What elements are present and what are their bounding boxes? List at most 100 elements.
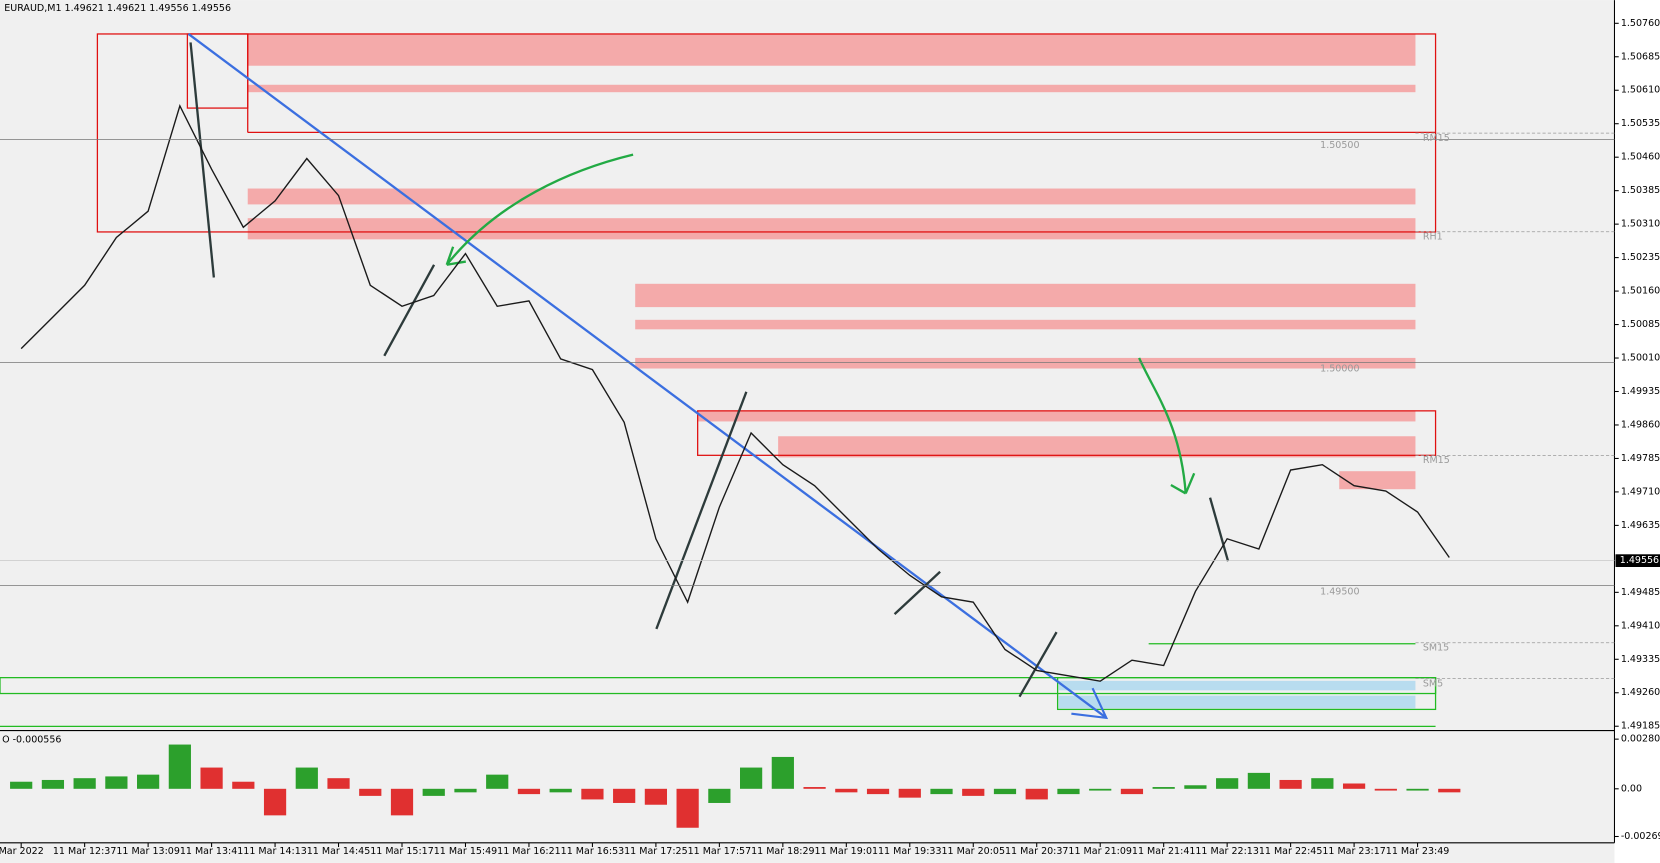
- oscillator-bar: [73, 778, 96, 789]
- x-tick-label: 11 Mar 16:21: [497, 846, 561, 857]
- x-tick-label: 11 Mar 13:09: [116, 846, 180, 857]
- y-tick-label: 1.50610: [1621, 85, 1660, 96]
- zone-boxes: [96, 33, 1437, 456]
- y-tick-label: 1.50760: [1621, 18, 1660, 29]
- y-tick-label: -0.002694: [1621, 831, 1660, 842]
- demand-zones: [1058, 680, 1416, 709]
- x-tick-label: 11 Mar 22:13: [1195, 846, 1259, 857]
- oscillator-bar: [708, 788, 731, 803]
- current-price-box: [1615, 554, 1660, 567]
- green-boxes: [0, 643, 1437, 727]
- y-tick-label: 1.50385: [1621, 185, 1660, 196]
- oscillator-bar: [866, 788, 890, 795]
- trend-line: [187, 33, 1108, 719]
- x-tick-label: 11 Mar 19:33: [878, 846, 942, 857]
- oscillator-bar: [771, 756, 794, 789]
- oscillator-bar: [993, 788, 1017, 795]
- oscillator-bar: [168, 744, 191, 789]
- oscillator-bar: [390, 788, 414, 816]
- oscillator-bar: [200, 767, 223, 789]
- x-tick-label: 11 Mar 14:45: [307, 846, 371, 857]
- oscillator-bar: [295, 767, 318, 789]
- round-level-label: 1.50000: [1320, 363, 1359, 374]
- oscillator-bar: [137, 774, 160, 789]
- oscillator-bar: [676, 788, 699, 828]
- y-tick-label: 1.50010: [1621, 353, 1660, 364]
- oscillator-bar: [898, 788, 921, 798]
- y-tick-label: 1.49335: [1621, 654, 1660, 665]
- oscillator-bar: [1406, 788, 1429, 791]
- y-tick-label: 1.49485: [1621, 587, 1660, 598]
- oscillator-bar: [1311, 778, 1334, 789]
- oscillator-bar: [1025, 788, 1048, 800]
- y-tick-label: 1.50535: [1621, 118, 1660, 129]
- y-tick-label: 1.49260: [1621, 687, 1660, 698]
- pivot-level-label: SM5: [1423, 678, 1443, 689]
- oscillator-bar: [517, 788, 541, 795]
- y-tick-label: 1.50310: [1621, 219, 1660, 230]
- x-tick-label: 11 Mar 20:37: [1005, 846, 1069, 857]
- oscillator-bar: [263, 788, 287, 816]
- y-tick-label: 1.49185: [1621, 721, 1660, 732]
- x-tick-label: 11 Mar 16:53: [561, 846, 625, 857]
- y-tick-label: 1.50160: [1621, 286, 1660, 297]
- x-tick-label: 11 Mar 15:49: [434, 846, 498, 857]
- x-tick-label: 11 Mar 21:09: [1068, 846, 1132, 857]
- hand-arrows: [445, 153, 1196, 495]
- oscillator-bar: [1342, 783, 1366, 789]
- y-tick-label: 1.50085: [1621, 319, 1660, 330]
- oscillator-bar: [1120, 788, 1144, 795]
- oscillator-bar: [486, 774, 509, 789]
- x-tick-label: 11 Mar 22:45: [1259, 846, 1323, 857]
- oscillator-bar: [41, 779, 65, 789]
- oscillator-bar: [581, 788, 604, 800]
- oscillator-bar: [739, 767, 763, 789]
- y-tick-label: 1.49860: [1621, 419, 1660, 430]
- oscillator-bar: [835, 788, 858, 793]
- oscillator-bar: [1216, 778, 1239, 789]
- x-tick-label: 11 Mar 17:25: [624, 846, 688, 857]
- x-tick-label: 11 Mar 21:41: [1132, 846, 1196, 857]
- y-tick-label: 0.002806: [1621, 734, 1660, 745]
- x-tick-label: 11 Mar 12:37: [53, 846, 117, 857]
- y-tick-label: 1.49710: [1621, 486, 1660, 497]
- header: EURAUD,M1 1.49621 1.49621 1.49556 1.4955…: [4, 3, 231, 14]
- y-tick-label: 1.49785: [1621, 453, 1660, 464]
- oscillator-bar: [549, 788, 572, 793]
- oscillator-bar: [962, 788, 985, 796]
- oscillator-bar: [1152, 787, 1175, 789]
- x-tick-label: 11 Mar 17:57: [688, 846, 752, 857]
- axis-background: [1614, 0, 1660, 863]
- x-tick-label: 11 Mar 20:05: [941, 846, 1005, 857]
- supply-zones: [247, 33, 1416, 490]
- y-tick-label: 1.49410: [1621, 620, 1660, 631]
- y-tick-label: 1.50685: [1621, 51, 1660, 62]
- oscillator-bar: [1089, 788, 1112, 791]
- y-tick-label: 0.00: [1621, 783, 1642, 794]
- oscillator-bar: [232, 781, 255, 789]
- oscillator-bar: [105, 776, 128, 789]
- y-tick-label: 1.49635: [1621, 520, 1660, 531]
- price-line: [20, 104, 1450, 682]
- pivot-level-label: SM15: [1423, 643, 1449, 654]
- plot-background: [0, 0, 1615, 863]
- oscillator-bar: [327, 778, 350, 789]
- x-tick-label: 11 Mar 13:41: [180, 846, 244, 857]
- oscillator-bar: [454, 788, 477, 793]
- oscillator-label: O -0.000556: [2, 735, 61, 746]
- pivot-level-label: RH1: [1423, 232, 1443, 243]
- oscillator-bar: [1279, 779, 1302, 789]
- x-tick-label: 11 Mar 23:17: [1322, 846, 1386, 857]
- x-tick-label: 11 Mar 14:13: [243, 846, 307, 857]
- oscillator-bar: [10, 781, 33, 789]
- x-tick-label: Mar 2022: [0, 846, 44, 857]
- x-tick-label: 11 Mar 19:01: [815, 846, 879, 857]
- price-axis-line: [0, 0, 1616, 844]
- pivot-level-label: RM15: [1423, 455, 1450, 466]
- x-tick-label: 11 Mar 23:49: [1386, 846, 1450, 857]
- x-tick-label: 11 Mar 15:17: [370, 846, 434, 857]
- oscillator-bar: [644, 788, 668, 805]
- round-level-label: 1.49500: [1320, 586, 1359, 597]
- oscillator-bar: [1184, 785, 1207, 789]
